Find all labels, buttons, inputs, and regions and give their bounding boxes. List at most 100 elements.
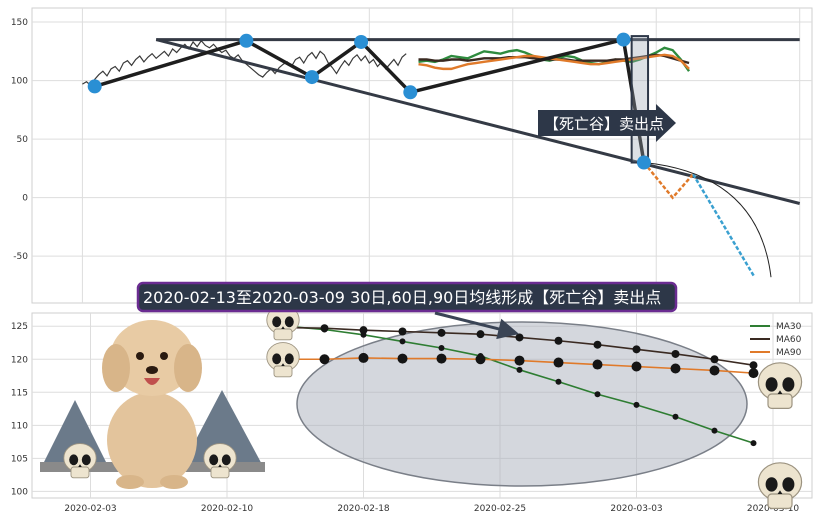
skull-jaw — [70, 466, 90, 479]
skull-eye-right — [221, 454, 231, 466]
callout-text: 【死亡谷】卖出点 — [544, 115, 664, 133]
bottom-point-ma90 — [670, 363, 681, 374]
bottom-y-tick-label: 100 — [11, 487, 28, 497]
top-y-tick-label: 50 — [17, 135, 29, 145]
pivot-marker — [616, 32, 631, 47]
pivot-marker — [354, 34, 369, 49]
bottom-point-ma90 — [514, 355, 525, 366]
skull-nose — [777, 390, 783, 394]
skull-eye-left — [765, 377, 778, 392]
pivot-marker — [636, 155, 651, 170]
drop-line-blue — [692, 173, 756, 278]
bottom-point-ma30 — [438, 345, 445, 352]
title-banner: 2020-02-13至2020-03-09 30日,60日,90日均线形成【死亡… — [136, 281, 678, 313]
mountain-right — [180, 390, 265, 470]
bottom-point-ma90 — [631, 361, 642, 372]
bottom-point-ma30 — [672, 413, 679, 420]
skull-jaw — [273, 365, 293, 378]
drop-curve — [643, 162, 772, 278]
bottom-point-ma90 — [397, 353, 408, 364]
dog-paw-right — [160, 475, 188, 489]
legend-label-ma90: MA90 — [776, 348, 802, 358]
bottom-point-ma90 — [436, 353, 447, 364]
bottom-x-tick-label: 2020-03-03 — [610, 504, 662, 514]
skull-eye-right — [81, 454, 91, 466]
bottom-point-ma30 — [633, 401, 640, 408]
bottom-point-ma60 — [632, 345, 641, 354]
bottom-x-ticks: 2020-02-03 2020-02-10 2020-02-18 2020-02-25… — [64, 504, 799, 514]
legend-label-ma60: MA60 — [776, 335, 802, 345]
skull-icon — [757, 362, 803, 410]
bottom-y-tick-label: 105 — [11, 454, 28, 464]
bottom-point-ma30 — [711, 427, 718, 434]
bottom-y-tick-label: 125 — [11, 322, 28, 332]
bottom-point-ma60 — [554, 336, 563, 345]
title-banner-text: 2020-02-13至2020-03-09 30日,60日,90日均线形成【死亡… — [143, 288, 661, 307]
skull-icon — [266, 342, 300, 378]
bottom-point-ma90 — [358, 352, 369, 363]
bottom-point-ma90 — [553, 357, 564, 368]
dog-eye-left — [136, 352, 144, 360]
bottom-point-ma90 — [319, 354, 330, 365]
bottom-point-ma60 — [593, 340, 602, 349]
bottom-point-ma60 — [398, 327, 407, 336]
bottom-point-ma90 — [748, 368, 759, 379]
skull-nose — [777, 490, 783, 494]
bottom-y-tick-label: 115 — [11, 388, 28, 398]
dog-nose — [146, 366, 158, 374]
skull-nose — [281, 326, 285, 329]
skull-eye-left — [765, 477, 778, 492]
bottom-point-ma30 — [399, 338, 406, 345]
title-banner-box — [136, 281, 678, 313]
bottom-point-ma90 — [475, 354, 486, 365]
skull-jaw — [767, 393, 793, 410]
drop-box — [630, 35, 650, 164]
bottom-point-ma30 — [516, 366, 523, 373]
bottom-x-tick-label: 2020-02-03 — [64, 504, 116, 514]
bottom-x-tick-label: 2020-02-18 — [337, 504, 390, 514]
bottom-y-tick-label: 110 — [11, 421, 28, 431]
dog-eye-right — [160, 352, 168, 360]
bottom-y-tick-label: 120 — [11, 355, 28, 365]
skull-icon — [63, 443, 97, 479]
bottom-x-tick-label: 2020-02-10 — [201, 504, 254, 514]
top-grid — [32, 8, 812, 303]
bottom-point-ma30 — [750, 440, 757, 447]
skull-eye-left — [69, 454, 79, 466]
dog-ear-left — [102, 344, 130, 392]
dog-illustration — [40, 320, 265, 489]
bottom-x-tick-label: 2020-02-25 — [474, 504, 526, 514]
legend-label-ma30: MA30 — [776, 322, 802, 332]
skull-eye-left — [272, 316, 282, 328]
skull-nose — [281, 363, 285, 366]
skull-icon — [203, 443, 237, 479]
bottom-point-ma60 — [359, 326, 368, 335]
top-y-tick-label: 100 — [11, 77, 28, 87]
legend: MA30 MA60 MA90 — [750, 322, 802, 358]
skull-jaw — [210, 466, 230, 479]
death-valley-ellipse — [296, 321, 748, 487]
dog-paw-left — [116, 475, 144, 489]
skull-eye-left — [209, 454, 219, 466]
callout-arrow-shape — [538, 104, 676, 142]
skull-jaw — [273, 328, 293, 341]
banner-pointer-arrow — [434, 311, 520, 340]
bottom-point-ma30 — [594, 391, 601, 398]
skull-eye-right — [782, 477, 795, 492]
bottom-point-ma30 — [555, 378, 562, 385]
skull-group — [63, 305, 803, 510]
bottom-point-ma90 — [592, 359, 603, 370]
bottom-point-ma60 — [515, 333, 524, 342]
bottom-point-ma60 — [437, 328, 446, 337]
skull-eye-right — [782, 377, 795, 392]
bottom-point-ma60 — [476, 330, 485, 339]
bottom-point-ma60 — [749, 361, 758, 370]
bottom-y-ticks: 125 120 115 110 105 100 — [11, 322, 28, 497]
pivot-marker — [239, 33, 254, 48]
bottom-point-ma60 — [671, 349, 680, 358]
bottom-point-ma90 — [709, 365, 720, 376]
pivot-marker — [304, 70, 319, 85]
skull-jaw — [767, 493, 793, 510]
